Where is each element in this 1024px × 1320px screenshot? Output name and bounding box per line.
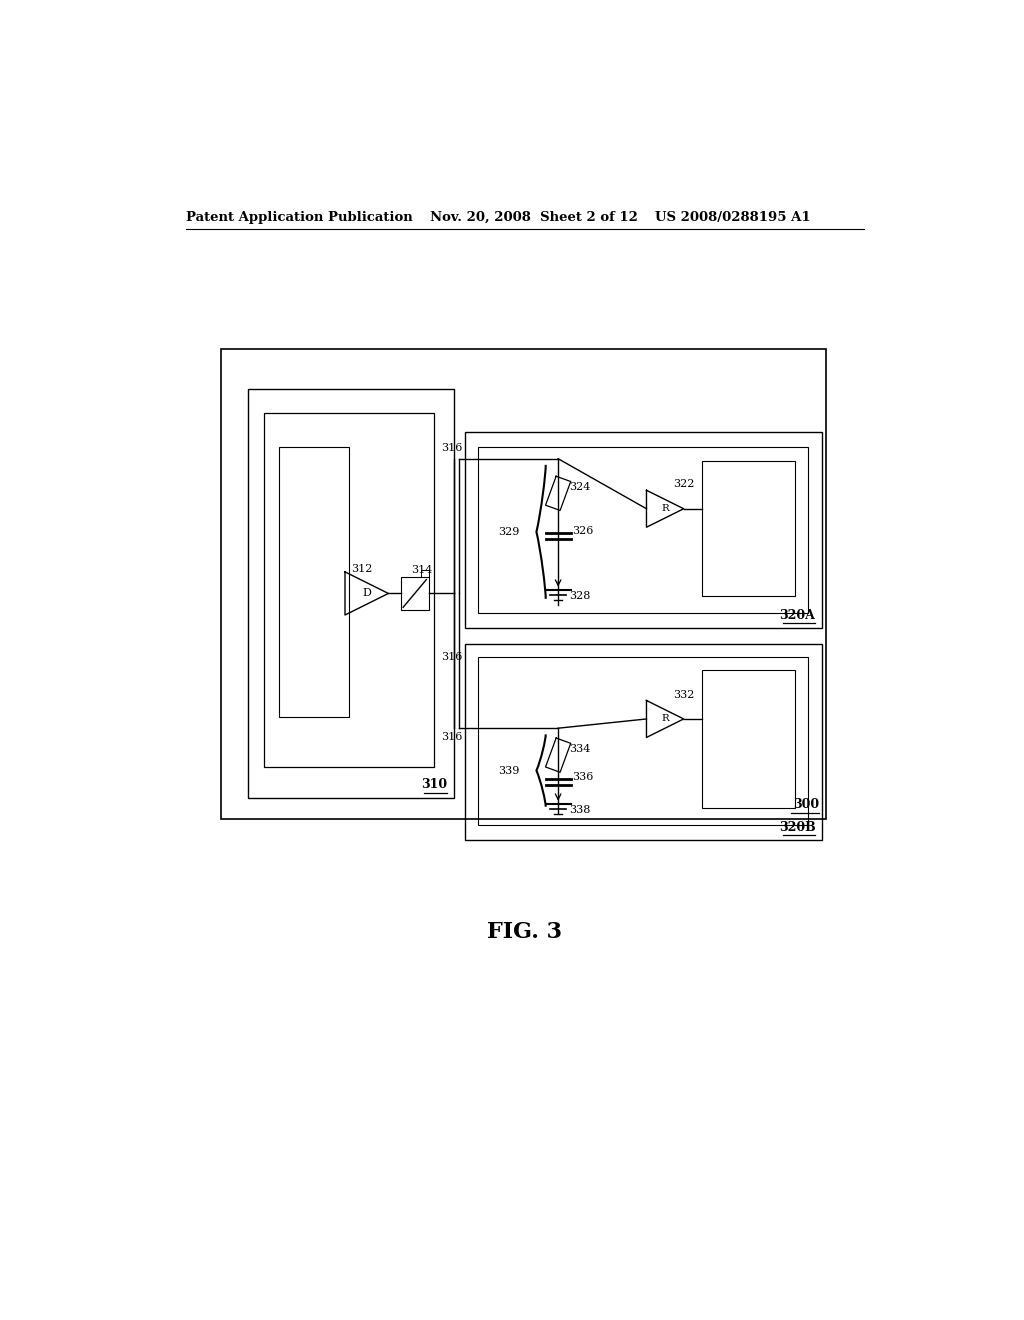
Text: 334: 334 bbox=[569, 744, 591, 754]
Text: 320B: 320B bbox=[778, 821, 815, 834]
Text: US 2008/0288195 A1: US 2008/0288195 A1 bbox=[655, 211, 811, 224]
Text: 339: 339 bbox=[498, 766, 519, 776]
Bar bbox=[221, 350, 825, 818]
Text: 316: 316 bbox=[441, 444, 463, 453]
Text: 322: 322 bbox=[673, 479, 694, 490]
Text: 310: 310 bbox=[421, 779, 447, 792]
Text: 314: 314 bbox=[411, 565, 432, 576]
Bar bbox=[263, 412, 434, 767]
Text: R: R bbox=[662, 504, 669, 513]
Text: Nov. 20, 2008  Sheet 2 of 12: Nov. 20, 2008 Sheet 2 of 12 bbox=[430, 211, 638, 224]
Text: 332: 332 bbox=[673, 689, 694, 700]
Text: D: D bbox=[362, 589, 371, 598]
Bar bbox=[421, 570, 429, 577]
Text: 336: 336 bbox=[572, 772, 594, 783]
Text: Patent Application Publication: Patent Application Publication bbox=[186, 211, 413, 224]
Text: 300: 300 bbox=[794, 799, 819, 812]
Bar bbox=[465, 644, 821, 840]
Text: 338: 338 bbox=[569, 805, 591, 814]
Text: 326: 326 bbox=[572, 527, 594, 536]
Text: 328: 328 bbox=[569, 591, 591, 601]
Bar bbox=[478, 657, 808, 825]
Bar bbox=[400, 577, 429, 610]
Text: R: R bbox=[662, 714, 669, 723]
Text: 320A: 320A bbox=[779, 609, 815, 622]
Bar bbox=[248, 389, 454, 797]
Text: 329: 329 bbox=[498, 527, 519, 537]
Text: 316: 316 bbox=[441, 733, 463, 742]
Bar bbox=[280, 447, 349, 717]
Bar bbox=[701, 671, 795, 808]
Text: FIG. 3: FIG. 3 bbox=[487, 921, 562, 942]
Bar bbox=[701, 461, 795, 595]
Text: 324: 324 bbox=[569, 482, 591, 492]
Text: 316: 316 bbox=[441, 652, 463, 663]
Bar bbox=[465, 432, 821, 628]
Text: 312: 312 bbox=[351, 564, 373, 574]
Bar bbox=[478, 447, 808, 612]
